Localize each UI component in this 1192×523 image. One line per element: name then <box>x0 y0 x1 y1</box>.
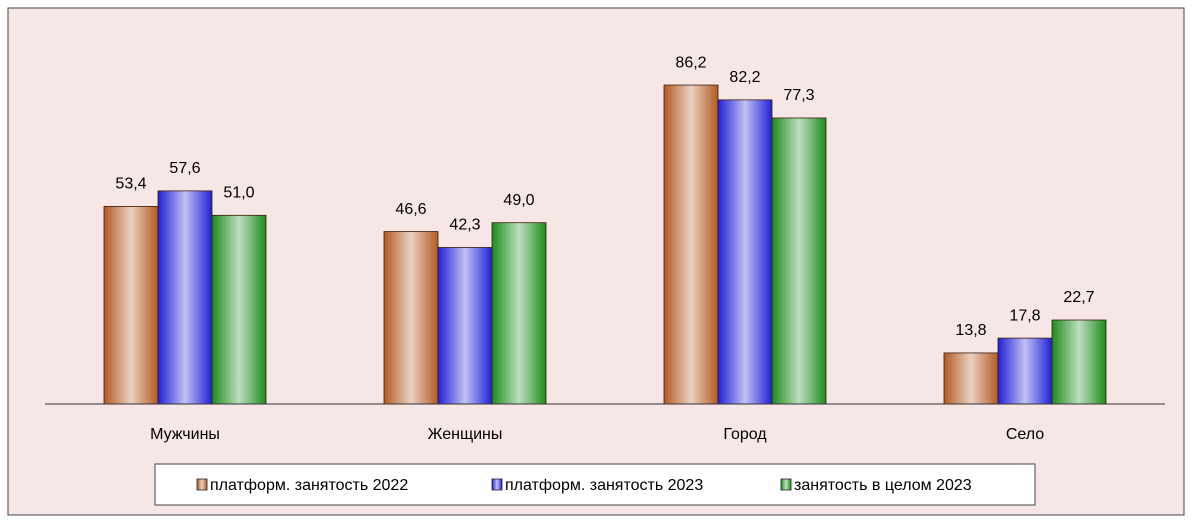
x-tick-label: Город <box>723 426 767 443</box>
bar <box>997 337 1053 405</box>
data-label: 13,8 <box>955 322 986 339</box>
bar <box>157 190 213 405</box>
data-label: 17,8 <box>1009 307 1040 324</box>
legend-marker <box>491 478 503 491</box>
data-label: 22,7 <box>1063 289 1094 306</box>
x-tick-label: Мужчины <box>150 426 220 443</box>
data-label: 51,0 <box>223 185 254 202</box>
bar <box>943 352 999 405</box>
legend-label: занятость в целом 2023 <box>794 477 972 494</box>
bar <box>663 84 719 405</box>
x-tick-label: Женщины <box>428 426 503 443</box>
bar <box>383 231 439 405</box>
data-label: 86,2 <box>675 54 706 71</box>
bar <box>1051 319 1107 405</box>
x-tick-label: Село <box>1006 426 1044 443</box>
data-label: 57,6 <box>169 160 200 177</box>
data-label: 49,0 <box>503 192 534 209</box>
data-label: 42,3 <box>449 217 480 234</box>
legend-label: платформ. занятость 2023 <box>505 477 703 494</box>
data-label: 82,2 <box>729 69 760 86</box>
bar <box>771 117 827 405</box>
bar <box>491 222 547 405</box>
bar <box>437 247 493 405</box>
data-label: 46,6 <box>395 201 426 218</box>
legend-marker <box>780 478 792 491</box>
data-label: 77,3 <box>783 87 814 104</box>
legend-label: платформ. занятость 2022 <box>210 477 408 494</box>
legend-marker <box>196 478 208 491</box>
bar <box>211 214 267 405</box>
legend-box <box>154 463 1036 506</box>
bar <box>103 206 159 405</box>
data-label: 53,4 <box>115 176 146 193</box>
bar <box>717 99 773 405</box>
